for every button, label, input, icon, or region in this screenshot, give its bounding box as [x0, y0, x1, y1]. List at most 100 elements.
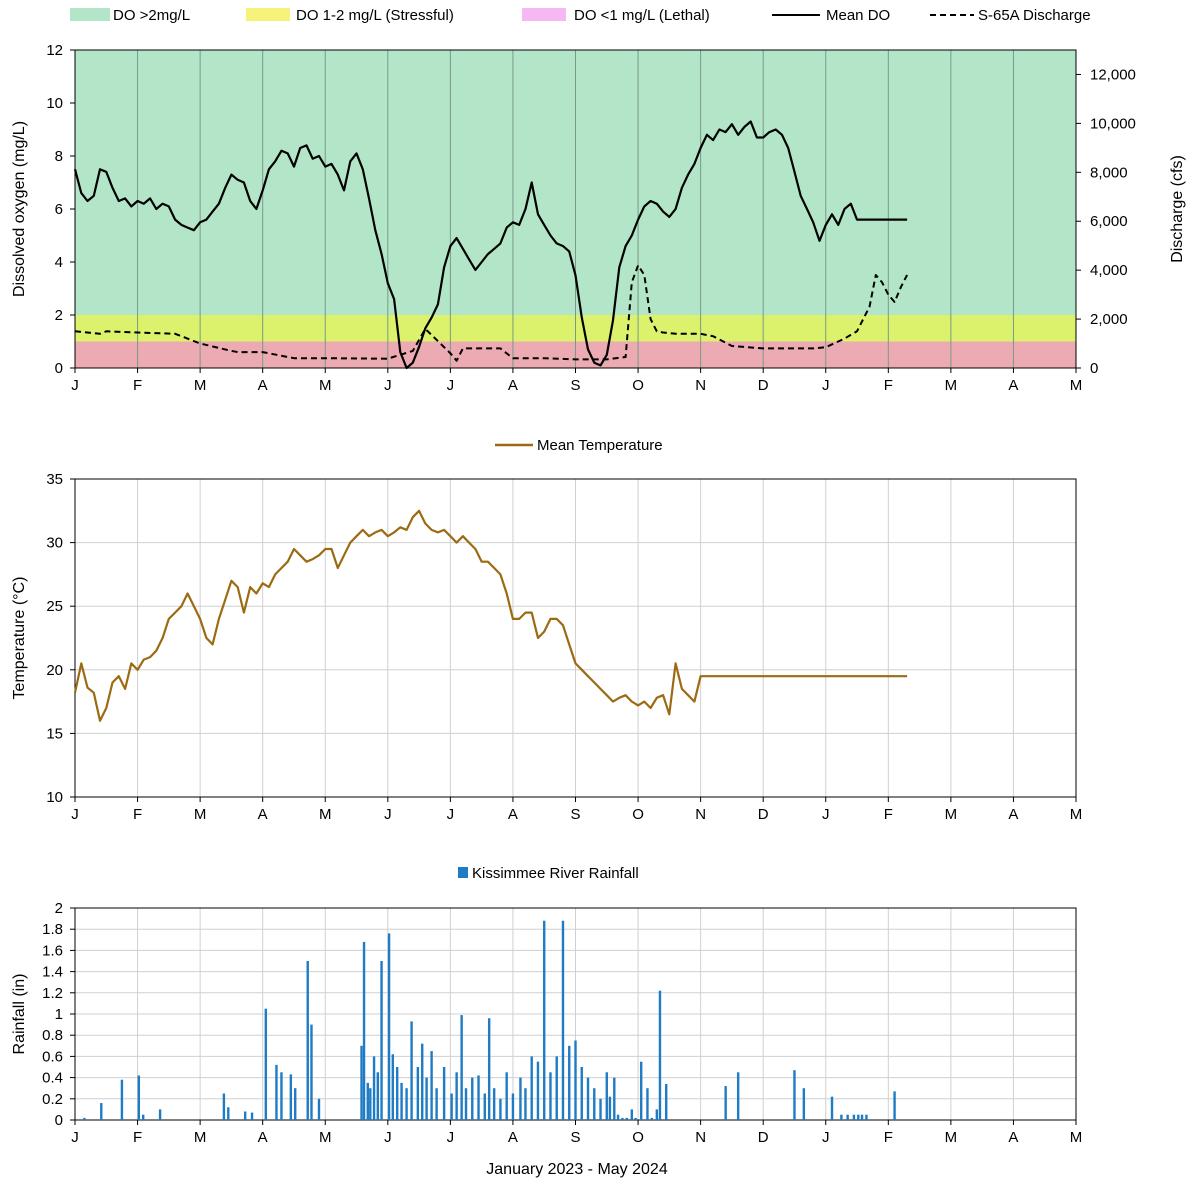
rainfall-bar — [83, 1117, 86, 1120]
y2-tick-label: 0 — [1090, 360, 1098, 377]
y-tick-label: 10 — [46, 789, 63, 806]
x-tick-label: D — [758, 806, 769, 823]
x-tick-label: J — [822, 377, 830, 394]
y2-tick-label: 2,000 — [1090, 311, 1128, 328]
rainfall-bar — [511, 1093, 515, 1120]
x-tick-label: J — [822, 1129, 830, 1146]
rainfall-bar — [455, 1072, 458, 1120]
rainfall-bar — [549, 1072, 552, 1120]
rainfall-bar — [536, 1061, 540, 1120]
rainfall-bar — [369, 1088, 372, 1120]
rainfall-bar — [405, 1088, 408, 1120]
rainfall-bar — [306, 961, 309, 1120]
legend-swatch-2 — [522, 8, 566, 21]
x-tick-label: N — [695, 377, 706, 394]
x-tick-label: A — [508, 1129, 518, 1146]
rainfall-bar — [471, 1077, 474, 1120]
x-tick-label: M — [1070, 377, 1083, 394]
rainfall-bar — [519, 1077, 522, 1120]
rainfall-bar — [830, 1096, 834, 1120]
y-tick-label: 25 — [46, 598, 63, 615]
x-tick-label: A — [1008, 1129, 1018, 1146]
rainfall-bar — [425, 1077, 428, 1120]
rainfall-bar — [387, 933, 391, 1120]
rainfall-bar — [391, 1054, 395, 1120]
y-tick-label: 12 — [46, 42, 63, 59]
rainfall-bar — [499, 1098, 502, 1120]
y-tick-label: 20 — [46, 662, 63, 679]
rainfall-bar — [310, 1024, 313, 1120]
x-tick-label: N — [695, 806, 706, 823]
rainfall-bar — [860, 1114, 864, 1120]
rainfall-bar — [605, 1072, 608, 1120]
x-tick-label: S — [570, 377, 580, 394]
y-tick-label: 10 — [46, 95, 63, 112]
rainfall-bar — [380, 961, 383, 1120]
rainfall-bar — [395, 1067, 399, 1120]
rainfall-bar — [621, 1117, 624, 1120]
rainfall-bar — [264, 1008, 268, 1120]
rainfall-bar — [362, 941, 366, 1120]
rainfall-bar — [893, 1091, 896, 1120]
rainfall-bar — [158, 1109, 162, 1120]
legend-label-2: DO <1 mg/L (Lethal) — [574, 7, 710, 24]
x-tick-label: J — [447, 377, 455, 394]
x-tick-label: M — [194, 377, 207, 394]
rainfall-bar — [366, 1082, 369, 1120]
rainfall-bar — [658, 990, 662, 1120]
y-tick-label: 1.8 — [42, 921, 63, 938]
rainfall-bar — [421, 1043, 424, 1120]
rainfall-bar — [736, 1072, 740, 1120]
x-tick-label: F — [133, 1129, 142, 1146]
x-tick-label: J — [71, 1129, 79, 1146]
x-tick-label: A — [508, 806, 518, 823]
rainfall-bar — [846, 1114, 849, 1120]
legend-label: Kissimmee River Rainfall — [472, 865, 639, 882]
y-tick-label: 2 — [55, 307, 63, 324]
rainfall-bar — [317, 1098, 321, 1120]
legend-swatch — [458, 867, 468, 878]
do-chart-legend: DO >2mg/L DO 1-2 mg/L (Stressful) DO <1 mg… — [70, 7, 1091, 24]
rainfall-bar — [280, 1072, 283, 1120]
y-tick-label: 1 — [55, 1006, 63, 1023]
rainfall-bar — [865, 1114, 868, 1120]
rainfall-bar — [530, 1056, 533, 1120]
x-tick-label: J — [822, 806, 830, 823]
legend-label-1: DO 1-2 mg/L (Stressful) — [296, 7, 454, 24]
x-tick-label: F — [133, 377, 142, 394]
figure-x-axis-label: January 2023 - May 2024 — [486, 1161, 668, 1178]
y-tick-label: 30 — [46, 535, 63, 552]
rainfall-bar — [376, 1072, 380, 1120]
x-tick-label: O — [632, 1129, 644, 1146]
rainfall-bar — [568, 1045, 571, 1120]
x-tick-label: M — [194, 1129, 207, 1146]
rainfall-bar — [793, 1070, 796, 1120]
x-tick-label: M — [319, 377, 332, 394]
rainfall-bar — [100, 1103, 103, 1120]
y2-tick-label: 8,000 — [1090, 164, 1128, 181]
rainfall-bar — [435, 1088, 438, 1120]
rainfall-bar — [543, 920, 546, 1120]
rainfall-bar — [802, 1088, 806, 1120]
x-tick-label: J — [447, 1129, 455, 1146]
y-tick-label: 15 — [46, 725, 63, 742]
x-tick-label: F — [884, 377, 893, 394]
rainfall-bar — [243, 1111, 247, 1120]
rainfall-bar — [639, 1061, 643, 1120]
x-tick-label: A — [258, 806, 268, 823]
rainfall-bar — [416, 1067, 420, 1120]
rainfall-bar — [524, 1088, 527, 1120]
rainfall-bar — [400, 1082, 403, 1120]
rainfall-bar — [460, 1015, 463, 1120]
rainfall-bar — [250, 1112, 254, 1120]
rainfall-bar — [492, 1088, 496, 1120]
rainfall-bar — [505, 1072, 508, 1120]
x-tick-label: M — [1070, 1129, 1083, 1146]
rainfall-bar — [464, 1088, 468, 1120]
rainfall-bar — [586, 1077, 590, 1120]
y-axis-label: Rainfall (in) — [11, 974, 28, 1055]
rainfall-bar — [840, 1114, 843, 1120]
temperature-chart: J F M A M J J A S O N D J F M A M 10 15 20 25 30 35 Temperature… — [11, 471, 1082, 823]
